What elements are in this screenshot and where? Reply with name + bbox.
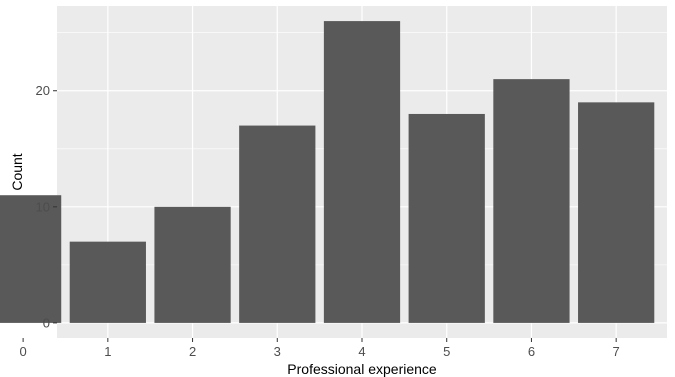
bar-2 <box>154 206 231 323</box>
y-axis: 0 10 20 <box>36 83 57 330</box>
x-tick-label: 0 <box>19 344 26 359</box>
bar-6 <box>493 79 570 323</box>
y-tick-label: 10 <box>36 199 50 214</box>
bars <box>0 21 655 323</box>
bar-5 <box>408 113 485 323</box>
x-tick-label: 7 <box>613 344 620 359</box>
bar-7 <box>578 102 655 323</box>
x-axis: 0 1 2 3 4 5 6 7 <box>19 338 620 359</box>
bar-1 <box>69 241 146 323</box>
x-tick-label: 4 <box>358 344 365 359</box>
y-axis-title: Count <box>9 153 25 190</box>
x-tick-label: 6 <box>528 344 535 359</box>
bar-0 <box>0 195 62 323</box>
x-tick-label: 1 <box>104 344 111 359</box>
x-axis-title: Professional experience <box>287 361 437 377</box>
x-tick-label: 5 <box>443 344 450 359</box>
y-tick-label: 0 <box>43 315 50 330</box>
x-tick-label: 3 <box>274 344 281 359</box>
x-tick-label: 2 <box>189 344 196 359</box>
bar-4 <box>323 21 401 323</box>
y-tick-label: 20 <box>36 83 50 98</box>
bar-3 <box>239 125 316 323</box>
